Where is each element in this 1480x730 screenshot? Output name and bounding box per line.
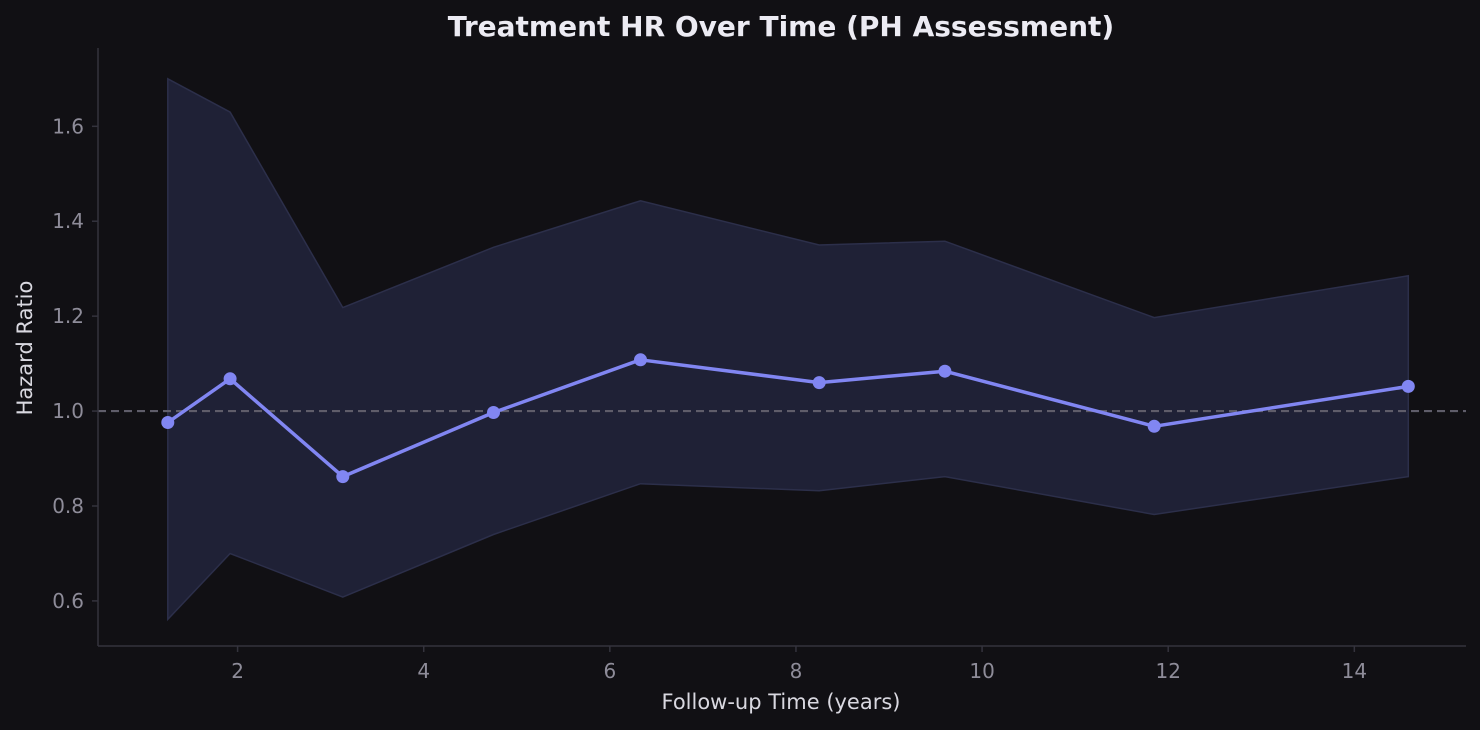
chart-title: Treatment HR Over Time (PH Assessment): [448, 10, 1114, 43]
hr-data-point: [938, 364, 952, 378]
confidence-band: [167, 77, 1410, 622]
y-tick-label: 1.0: [52, 399, 84, 423]
y-tick-label: 1.2: [52, 304, 84, 328]
x-axis-label: Follow-up Time (years): [661, 690, 900, 714]
x-tick-label: 14: [1342, 659, 1367, 683]
hr-data-point: [487, 406, 500, 419]
x-tick-label: 6: [603, 659, 616, 683]
y-tick-label: 1.6: [52, 114, 84, 138]
y-tick-label: 1.4: [52, 209, 84, 233]
x-tick-label: 12: [1155, 659, 1180, 683]
y-axis-label: Hazard Ratio: [13, 281, 37, 416]
hr-data-point: [1147, 419, 1161, 433]
hr-data-point: [223, 372, 237, 386]
hr-data-point: [1401, 379, 1415, 393]
y-tick-label: 0.8: [52, 494, 84, 518]
x-tick-label: 10: [969, 659, 994, 683]
x-tick-label: 8: [790, 659, 803, 683]
x-tick-label: 2: [231, 659, 244, 683]
hr-data-point: [634, 353, 647, 367]
hr-data-point: [812, 376, 826, 390]
plot-area: 2 4 6 8 10 12 14 0.6 0.8 1.0 1.2 1.4 1.6: [52, 48, 1466, 683]
y-tick-label: 0.6: [52, 589, 84, 613]
hr-data-point: [336, 470, 350, 484]
hr-data-point: [161, 416, 175, 429]
x-tick-label: 4: [417, 659, 430, 683]
